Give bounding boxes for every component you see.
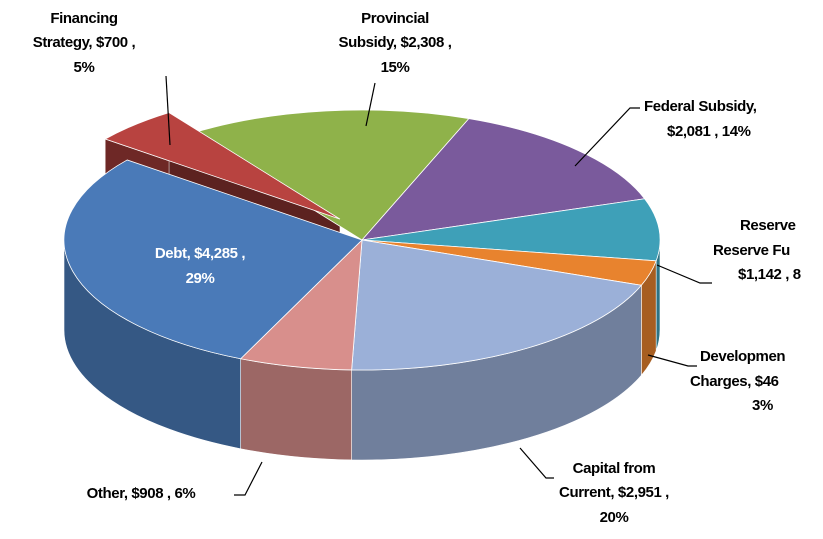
leader-line: [647, 354, 697, 367]
data-label: Financing: [50, 10, 117, 27]
data-label: Federal Subsidy,: [644, 98, 757, 115]
leader-line: [656, 264, 712, 284]
data-label: Developmen: [700, 348, 785, 365]
data-label: Charges, $46: [690, 373, 779, 390]
data-label: Other, $908 , 6%: [87, 485, 196, 502]
data-label: 15%: [381, 59, 410, 76]
data-label: 29%: [186, 270, 215, 287]
data-label: $2,081 , 14%: [667, 123, 751, 140]
slice-side: [240, 358, 352, 461]
data-label: Debt, $4,285 ,: [155, 245, 246, 262]
leader-line: [165, 75, 171, 146]
data-label: Current, $2,951 ,: [559, 484, 669, 501]
leader-line: [574, 107, 640, 167]
data-label: $1,142 , 8: [738, 266, 801, 283]
slice: [360, 118, 646, 241]
data-label: Strategy, $700 ,: [33, 34, 136, 51]
data-label: Provincial: [361, 10, 429, 27]
data-label: 20%: [600, 509, 629, 526]
slice: [63, 159, 363, 360]
data-label: Subsidy, $2,308 ,: [339, 34, 452, 51]
data-label: 3%: [752, 397, 773, 414]
slice: [351, 239, 643, 371]
data-label: Reserve: [740, 217, 796, 234]
slice: [190, 109, 470, 241]
leader-line: [234, 461, 263, 496]
slice: [104, 112, 341, 220]
leader-line: [519, 447, 554, 479]
data-label: Reserve Fu: [713, 242, 790, 259]
leader-line: [365, 82, 376, 127]
data-label: Capital from: [573, 460, 656, 477]
slice: [361, 198, 661, 262]
data-label: 5%: [74, 59, 95, 76]
